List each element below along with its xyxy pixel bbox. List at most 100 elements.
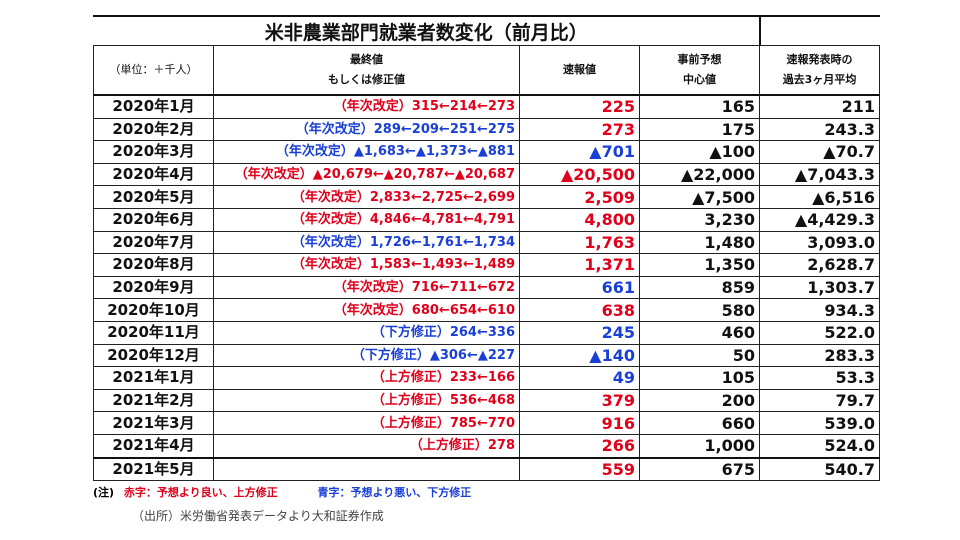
month-cell: 2021年1月 — [93, 366, 214, 390]
flash-value-cell: ▲140 — [519, 343, 640, 368]
final-header-line2: もしくは修正値 — [328, 73, 405, 86]
forecast-header-line2: 中心値 — [683, 73, 716, 86]
final-value-cell: （年次改定）▲20,679←▲20,787←▲20,687 — [213, 162, 520, 187]
forecast-value-cell: 50 — [638, 343, 761, 368]
avg-value-cell: 1,303.7 — [759, 275, 881, 300]
flash-value-cell: 266 — [519, 433, 640, 459]
month-cell: 2021年3月 — [93, 411, 214, 435]
final-value-cell — [213, 456, 520, 482]
final-value-cell: （年次改定）289←209←251←275 — [213, 117, 520, 142]
flash-value-cell: 4,800 — [519, 207, 640, 232]
forecast-value-cell: 460 — [638, 320, 761, 345]
month-cell: 2020年8月 — [93, 253, 214, 277]
forecast-header: 事前予想 中心値 — [638, 45, 761, 96]
month-cell: 2020年7月 — [93, 230, 214, 255]
avg-header-line2: 過去3ヶ月平均 — [782, 73, 857, 86]
flash-value-cell: 273 — [519, 117, 640, 142]
forecast-value-cell: 200 — [638, 388, 761, 413]
table-row: 2020年11月 （下方修正）264←336 245 460 522.0 — [93, 320, 881, 345]
forecast-value-cell: 660 — [638, 411, 761, 435]
final-header-line1: 最終値 — [350, 53, 383, 66]
forecast-value-cell: 1,000 — [638, 433, 761, 459]
table-row: 2021年5月 559 675 540.7 — [93, 456, 881, 482]
month-cell: 2020年9月 — [93, 275, 214, 300]
avg-value-cell: 2,628.7 — [759, 253, 881, 277]
avg-value-cell: ▲70.7 — [759, 140, 881, 164]
avg-value-cell: ▲4,429.3 — [759, 207, 881, 232]
forecast-value-cell: 175 — [638, 117, 761, 142]
avg-value-cell: 934.3 — [759, 298, 881, 322]
avg-value-cell: 53.3 — [759, 366, 881, 390]
nfp-table: 米非農業部門就業者数変化（前月比） （単位：＋千人） 最終値 もしくは修正値 速… — [92, 15, 881, 482]
final-value-cell: （年次改定）1,583←1,493←1,489 — [213, 253, 520, 277]
flash-value-cell: ▲20,500 — [519, 162, 640, 187]
final-value-cell: （年次改定）716←711←672 — [213, 275, 520, 300]
avg-value-cell: 539.0 — [759, 411, 881, 435]
table-row: 2021年4月 （上方修正）278 266 1,000 524.0 — [93, 433, 881, 459]
final-value-cell: （年次改定）1,726←1,761←1,734 — [213, 230, 520, 255]
flash-value-cell: 245 — [519, 320, 640, 345]
avg-value-cell: 211 — [759, 93, 881, 119]
final-header: 最終値 もしくは修正値 — [213, 45, 520, 96]
final-value-cell: （上方修正）278 — [213, 433, 520, 459]
avg-value-cell: ▲6,516 — [759, 185, 881, 209]
month-cell: 2020年5月 — [93, 185, 214, 209]
month-cell: 2020年4月 — [93, 162, 214, 187]
table-row: 2020年12月 （下方修正）▲306←▲227 ▲140 50 283.3 — [93, 343, 881, 368]
final-value-cell: （下方修正）▲306←▲227 — [213, 343, 520, 368]
avg-value-cell: 283.3 — [759, 343, 881, 368]
table-title: 米非農業部門就業者数変化（前月比） — [92, 15, 760, 46]
flash-value-cell: 916 — [519, 411, 640, 435]
table-row: 2021年1月 （上方修正）233←166 49 105 53.3 — [93, 366, 881, 390]
forecast-value-cell: 859 — [638, 275, 761, 300]
forecast-value-cell: 580 — [638, 298, 761, 322]
flash-value-cell: 1,371 — [519, 253, 640, 277]
month-cell: 2020年11月 — [93, 320, 214, 345]
flash-value-cell: 559 — [519, 456, 640, 482]
forecast-value-cell: 3,230 — [638, 207, 761, 232]
table-row: 2020年4月 （年次改定）▲20,679←▲20,787←▲20,687 ▲20,… — [93, 162, 881, 187]
note-prefix: (注) — [93, 486, 115, 499]
avg-header-line1: 速報発表時の — [786, 53, 853, 66]
forecast-value-cell: 675 — [638, 456, 761, 482]
final-value-cell: （上方修正）536←468 — [213, 388, 520, 413]
unit-header: （単位：＋千人） — [93, 45, 214, 96]
table-row: 2020年8月 （年次改定）1,583←1,493←1,489 1,371 1,350… — [93, 253, 881, 277]
final-value-cell: （年次改定）▲1,683←▲1,373←▲881 — [213, 140, 520, 164]
month-cell: 2021年5月 — [93, 456, 214, 482]
month-cell: 2020年12月 — [93, 343, 214, 368]
month-cell: 2020年2月 — [93, 117, 214, 142]
flash-value-cell: 661 — [519, 275, 640, 300]
table-row: 2020年5月 （年次改定）2,833←2,725←2,699 2,509 ▲7,50… — [93, 185, 881, 209]
forecast-value-cell: ▲7,500 — [638, 185, 761, 209]
flash-value-cell: 2,509 — [519, 185, 640, 209]
final-value-cell: （下方修正）264←336 — [213, 320, 520, 345]
nfp-table-sheet: 米非農業部門就業者数変化（前月比） （単位：＋千人） 最終値 もしくは修正値 速… — [92, 15, 881, 482]
table-row: 2021年2月 （上方修正）536←468 379 200 79.7 — [93, 388, 881, 413]
avg-value-cell: 3,093.0 — [759, 230, 881, 255]
table-row: 2020年1月 （年次改定）315←214←273 225 165 211 — [93, 93, 881, 119]
table-row: 2020年7月 （年次改定）1,726←1,761←1,734 1,763 1,480… — [93, 230, 881, 255]
forecast-header-line1: 事前予想 — [677, 53, 722, 66]
avg-value-cell: 524.0 — [759, 433, 881, 459]
final-value-cell: （年次改定）315←214←273 — [213, 93, 520, 119]
flash-value-cell: ▲701 — [519, 140, 640, 164]
table-row: 2020年6月 （年次改定）4,846←4,781←4,791 4,800 3,230… — [93, 207, 881, 232]
avg-header: 速報発表時の 過去3ヶ月平均 — [759, 45, 881, 96]
avg-value-cell: 79.7 — [759, 388, 881, 413]
month-cell: 2021年2月 — [93, 388, 214, 413]
avg-value-cell: 540.7 — [759, 456, 881, 482]
note-blue-text: 青字：予想より悪い、下方修正 — [317, 486, 472, 499]
final-value-cell: （年次改定）680←654←610 — [213, 298, 520, 322]
forecast-value-cell: 105 — [638, 366, 761, 390]
month-cell: 2020年10月 — [93, 298, 214, 322]
note-red-text: 赤字：予想より良い、上方修正 — [123, 486, 278, 499]
forecast-value-cell: 1,480 — [638, 230, 761, 255]
final-value-cell: （年次改定）2,833←2,725←2,699 — [213, 185, 520, 209]
color-note: (注) 赤字：予想より良い、上方修正 青字：予想より悪い、下方修正 — [93, 484, 477, 500]
final-value-cell: （上方修正）233←166 — [213, 366, 520, 390]
source-note: （出所）米労働省発表データより大和証券作成 — [132, 509, 384, 523]
table-row: 2020年10月 （年次改定）680←654←610 638 580 934.3 — [93, 298, 881, 322]
forecast-value-cell: ▲22,000 — [638, 162, 761, 187]
flash-value-cell: 379 — [519, 388, 640, 413]
